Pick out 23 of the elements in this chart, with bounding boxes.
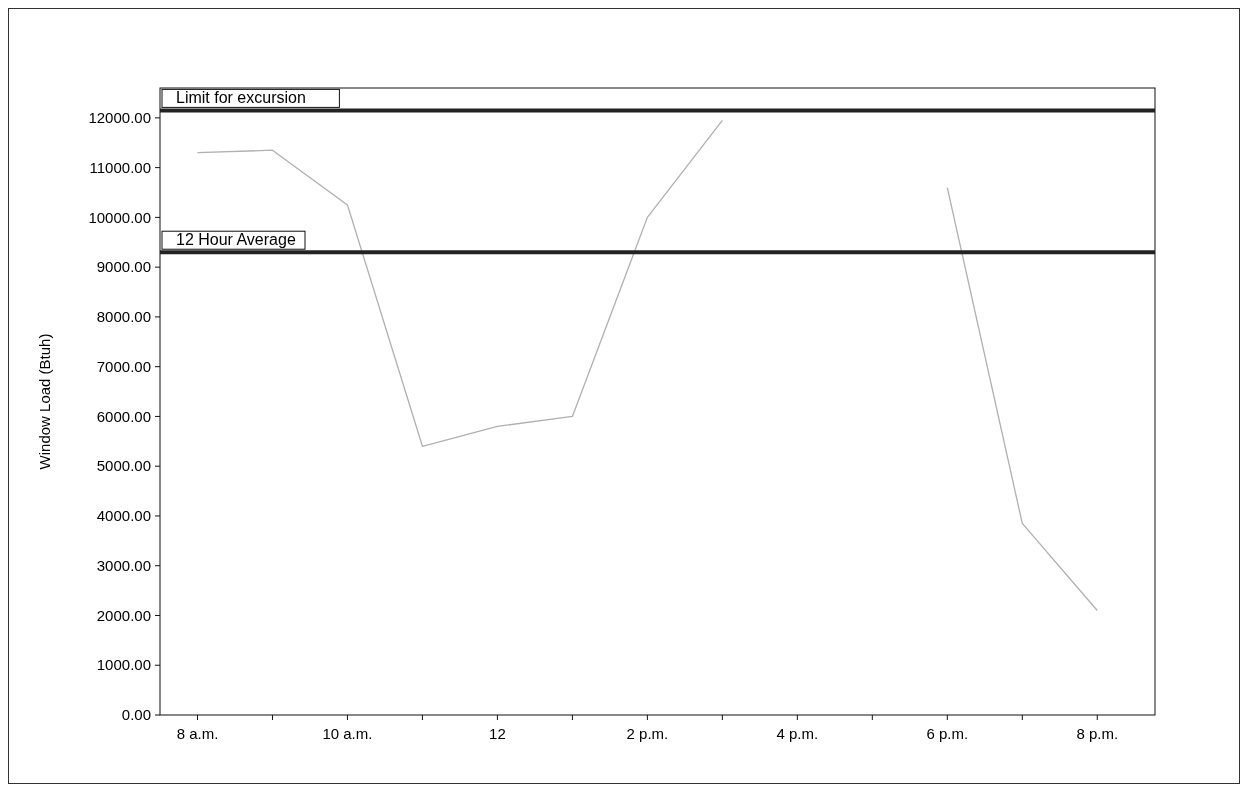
y-tick-label: 9000.00 [96,258,151,276]
ref-line-label: Limit for excursion [176,89,306,107]
y-tick-label: 4000.00 [96,507,151,525]
x-tick-label: 8 a.m. [176,725,219,742]
x-tick-label: 12 [489,725,506,742]
y-tick-label: 10000.00 [88,208,151,226]
x-tick-label: 6 p.m. [926,725,969,742]
y-tick-label: 0.00 [121,706,151,724]
y-tick-label: 1000.00 [96,656,151,674]
x-tick-label: 10 a.m. [322,725,373,742]
y-tick-label: 5000.00 [96,457,151,475]
y-tick-label: 12000.00 [88,109,151,127]
x-tick-label: 4 p.m. [776,725,819,742]
x-tick-label: 2 p.m. [626,725,669,742]
y-tick-label: 2000.00 [96,606,151,624]
y-tick-label: 7000.00 [96,357,151,375]
y-axis-title: Window Load (Btuh) [36,333,53,470]
ref-line-label: 12 Hour Average [176,231,296,249]
y-tick-label: 11000.00 [89,158,151,176]
y-tick-label: 6000.00 [96,407,151,425]
y-tick-label: 8000.00 [96,308,151,326]
y-tick-label: 3000.00 [96,556,151,574]
x-tick-label: 8 p.m. [1076,725,1119,742]
